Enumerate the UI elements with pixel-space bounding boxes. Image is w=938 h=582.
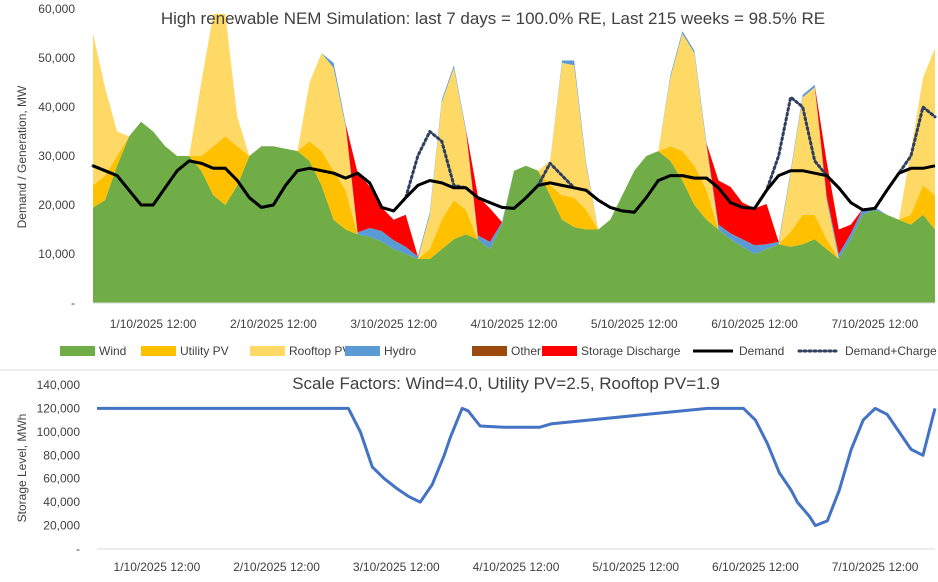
bottom-y-tick-label: -	[76, 542, 80, 556]
bottom-y-tick-label: 60,000	[43, 472, 80, 486]
top-y-tick-label: 40,000	[38, 100, 75, 114]
legend-label: Hydro	[384, 344, 416, 358]
top-y-tick-label: 30,000	[38, 149, 75, 163]
top-x-tick-label: 7/10/2025 12:00	[832, 317, 919, 331]
legend-swatch	[345, 346, 380, 356]
top-x-tick-label: 2/10/2025 12:00	[230, 317, 317, 331]
top-chart-title: High renewable NEM Simulation: last 7 da…	[161, 9, 825, 28]
legend-label: Other	[511, 344, 541, 358]
area-hydro	[93, 13, 935, 259]
bottom-y-axis-label: Storage Level, MWh	[15, 414, 29, 523]
top-x-tick-label: 1/10/2025 12:00	[110, 317, 197, 331]
bottom-y-ticks: - 20,000 40,000 60,000 80,000 100,000 120,000 1…	[37, 378, 81, 556]
legend-label: Storage Discharge	[581, 344, 681, 358]
top-y-tick-label: 10,000	[38, 247, 75, 261]
legend-swatch	[60, 346, 95, 356]
legend-swatch	[141, 346, 176, 356]
bottom-y-tick-label: 140,000	[37, 378, 81, 392]
storage-lines	[97, 406, 937, 528]
bottom-x-tick-label: 6/10/2025 12:00	[712, 560, 799, 574]
legend: Wind Utility PV Rooftop PV Hydro Other Storag…	[60, 344, 937, 358]
legend-label: Demand	[739, 344, 784, 358]
legend-item-wind: Wind	[60, 344, 126, 358]
top-x-ticks: 1/10/2025 12:00 2/10/2025 12:00 3/10/2025 …	[110, 317, 919, 331]
bottom-y-tick-label: 80,000	[43, 448, 80, 462]
bottom-y-tick-label: 20,000	[43, 519, 80, 533]
bottom-x-tick-label: 4/10/2025 12:00	[473, 560, 560, 574]
bottom-y-tick-label: 120,000	[37, 401, 81, 415]
legend-item-demand-charge: Demand+Charge	[797, 344, 937, 358]
demand-lines	[91, 95, 937, 214]
top-x-tick-label: 4/10/2025 12:00	[471, 317, 558, 331]
bottom-y-tick-label: 40,000	[43, 495, 80, 509]
legend-item-demand: Demand	[693, 344, 784, 358]
storage-chart: - 20,000 40,000 60,000 80,000 100,000 120,000 1…	[15, 374, 937, 574]
legend-label: Wind	[99, 344, 126, 358]
generation-chart: - 10,000 20,000 30,000 40,000 50,000 60,000 1/…	[15, 2, 937, 358]
bottom-x-tick-label: 3/10/2025 12:00	[353, 560, 440, 574]
legend-swatch	[250, 346, 285, 356]
legend-swatch	[472, 346, 507, 356]
area-wind	[93, 121, 935, 303]
legend-item-other: Other	[472, 344, 541, 358]
top-y-tick-label: -	[71, 296, 75, 310]
top-y-tick-label: 20,000	[38, 198, 75, 212]
bottom-x-ticks: 1/10/2025 12:00 2/10/2025 12:00 3/10/2025 …	[114, 560, 919, 574]
bottom-x-tick-label: 2/10/2025 12:00	[233, 560, 320, 574]
legend-swatch	[542, 346, 577, 356]
legend-label: Demand+Charge	[845, 344, 937, 358]
area-utility-pv	[93, 121, 935, 259]
line-storage-level	[97, 406, 937, 528]
top-y-tick-label: 60,000	[38, 2, 75, 16]
bottom-x-tick-label: 5/10/2025 12:00	[592, 560, 679, 574]
top-y-axis-label: Demand / Generation, MW	[15, 85, 29, 228]
top-y-tick-label: 50,000	[38, 51, 75, 65]
bottom-y-tick-label: 100,000	[37, 425, 81, 439]
legend-item-utility-pv: Utility PV	[141, 344, 229, 358]
top-y-ticks: - 10,000 20,000 30,000 40,000 50,000 60,000	[38, 2, 75, 310]
bottom-x-tick-label: 1/10/2025 12:00	[114, 560, 201, 574]
top-x-tick-label: 3/10/2025 12:00	[350, 317, 437, 331]
line-demand	[92, 159, 936, 214]
legend-item-storage-discharge: Storage Discharge	[542, 344, 681, 358]
legend-label: Rooftop PV	[289, 344, 350, 358]
legend-item-hydro: Hydro	[345, 344, 416, 358]
legend-item-rooftop-pv: Rooftop PV	[250, 344, 350, 358]
legend-label: Utility PV	[180, 344, 229, 358]
bottom-x-tick-label: 7/10/2025 12:00	[832, 560, 919, 574]
top-x-tick-label: 6/10/2025 12:00	[711, 317, 798, 331]
top-x-tick-label: 5/10/2025 12:00	[591, 317, 678, 331]
bottom-chart-title: Scale Factors: Wind=4.0, Utility PV=2.5,…	[292, 374, 720, 393]
